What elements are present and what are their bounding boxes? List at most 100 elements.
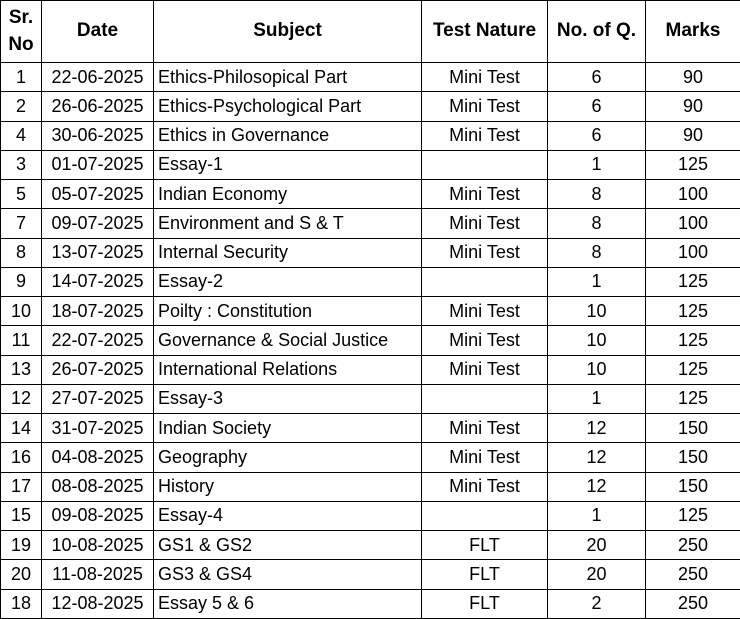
cell-date: 11-08-2025 (41, 559, 154, 590)
cell-sr: 4 (0, 120, 42, 151)
cell-subject: Essay-2 (153, 266, 422, 298)
cell-subject: Indian Society (153, 412, 422, 444)
table-row: 12 27-07-2025 Essay-3 1 125 (0, 383, 740, 415)
cell-nature: Mini Test (421, 442, 548, 473)
cell-subject: GS1 & GS2 (153, 529, 422, 561)
cell-q: 8 (547, 208, 646, 239)
header-sr-no: Sr. No (0, 0, 42, 63)
cell-q: 1 (547, 500, 646, 532)
cell-sr: 17 (0, 471, 42, 502)
cell-marks: 125 (645, 354, 740, 385)
cell-subject: Internal Security (153, 237, 422, 268)
cell-q: 12 (547, 442, 646, 473)
cell-date: 10-08-2025 (41, 529, 154, 561)
cell-marks: 250 (645, 588, 740, 619)
cell-date: 30-06-2025 (41, 120, 154, 151)
cell-date: 09-08-2025 (41, 500, 154, 532)
cell-date: 08-08-2025 (41, 471, 154, 502)
table-row: 14 31-07-2025 Indian Society Mini Test 12 150 (0, 412, 740, 444)
cell-q: 6 (547, 91, 646, 122)
cell-sr: 13 (0, 354, 42, 385)
cell-marks: 250 (645, 559, 740, 590)
cell-subject: Indian Economy (153, 178, 422, 210)
schedule-table-body: 1 22-06-2025 Ethics-Philosopical Part Mini … (0, 61, 740, 619)
table-row: 11 22-07-2025 Governance & Social Justice M… (0, 325, 740, 356)
cell-nature: Mini Test (421, 178, 548, 210)
table-row: 17 08-08-2025 History Mini Test 12 150 (0, 471, 740, 502)
cell-sr: 2 (0, 91, 42, 122)
table-row: 5 05-07-2025 Indian Economy Mini Test 8 100 (0, 178, 740, 210)
cell-nature: Mini Test (421, 295, 548, 327)
cell-marks: 100 (645, 178, 740, 210)
cell-subject: Ethics-Philosopical Part (153, 61, 422, 93)
cell-subject: Governance & Social Justice (153, 325, 422, 356)
cell-sr: 12 (0, 383, 42, 415)
cell-date: 26-06-2025 (41, 91, 154, 122)
cell-subject: Poilty : Constitution (153, 295, 422, 327)
cell-date: 09-07-2025 (41, 208, 154, 239)
table-row: 4 30-06-2025 Ethics in Governance Mini Test… (0, 120, 740, 151)
cell-date: 22-06-2025 (41, 61, 154, 93)
cell-nature: Mini Test (421, 237, 548, 268)
cell-marks: 150 (645, 471, 740, 502)
cell-q: 12 (547, 412, 646, 444)
cell-subject: Ethics in Governance (153, 120, 422, 151)
header-date: Date (41, 0, 154, 63)
cell-nature: Mini Test (421, 61, 548, 93)
cell-sr: 10 (0, 295, 42, 327)
cell-marks: 125 (645, 295, 740, 327)
cell-nature (421, 266, 548, 298)
cell-q: 10 (547, 325, 646, 356)
table-row: 8 13-07-2025 Internal Security Mini Test 8 10… (0, 237, 740, 268)
cell-nature (421, 500, 548, 532)
header-test-nature: Test Nature (421, 0, 548, 63)
cell-marks: 100 (645, 237, 740, 268)
table-row: 7 09-07-2025 Environment and S & T Mini Tes… (0, 208, 740, 239)
table-row: 3 01-07-2025 Essay-1 1 125 (0, 149, 740, 181)
table-row: 10 18-07-2025 Poilty : Constitution Mini Te… (0, 295, 740, 327)
cell-date: 22-07-2025 (41, 325, 154, 356)
cell-nature: FLT (421, 559, 548, 590)
cell-subject: History (153, 471, 422, 502)
cell-q: 20 (547, 529, 646, 561)
cell-nature: Mini Test (421, 354, 548, 385)
cell-marks: 150 (645, 442, 740, 473)
table-row: 18 12-08-2025 Essay 5 & 6 FLT 2 250 (0, 588, 740, 619)
cell-date: 01-07-2025 (41, 149, 154, 181)
table-row: 2 26-06-2025 Ethics-Psychological Part Mini… (0, 91, 740, 122)
cell-q: 1 (547, 383, 646, 415)
cell-sr: 19 (0, 529, 42, 561)
table-row: 15 09-08-2025 Essay-4 1 125 (0, 500, 740, 532)
table-row: 13 26-07-2025 International Relations Mini … (0, 354, 740, 385)
cell-date: 27-07-2025 (41, 383, 154, 415)
cell-nature: FLT (421, 529, 548, 561)
cell-subject: Ethics-Psychological Part (153, 91, 422, 122)
cell-subject: Essay-1 (153, 149, 422, 181)
cell-date: 04-08-2025 (41, 442, 154, 473)
cell-sr: 5 (0, 178, 42, 210)
cell-subject: Environment and S & T (153, 208, 422, 239)
cell-date: 13-07-2025 (41, 237, 154, 268)
cell-sr: 18 (0, 588, 42, 619)
cell-q: 10 (547, 295, 646, 327)
cell-marks: 90 (645, 120, 740, 151)
cell-marks: 90 (645, 61, 740, 93)
cell-marks: 125 (645, 149, 740, 181)
table-row: 1 22-06-2025 Ethics-Philosopical Part Mini … (0, 61, 740, 93)
cell-nature (421, 149, 548, 181)
cell-nature (421, 383, 548, 415)
cell-sr: 15 (0, 500, 42, 532)
cell-nature: Mini Test (421, 120, 548, 151)
cell-q: 10 (547, 354, 646, 385)
cell-date: 12-08-2025 (41, 588, 154, 619)
cell-marks: 125 (645, 383, 740, 415)
cell-marks: 125 (645, 266, 740, 298)
table-row: 9 14-07-2025 Essay-2 1 125 (0, 266, 740, 298)
cell-nature: Mini Test (421, 325, 548, 356)
cell-q: 2 (547, 588, 646, 619)
cell-date: 18-07-2025 (41, 295, 154, 327)
cell-subject: GS3 & GS4 (153, 559, 422, 590)
cell-date: 05-07-2025 (41, 178, 154, 210)
